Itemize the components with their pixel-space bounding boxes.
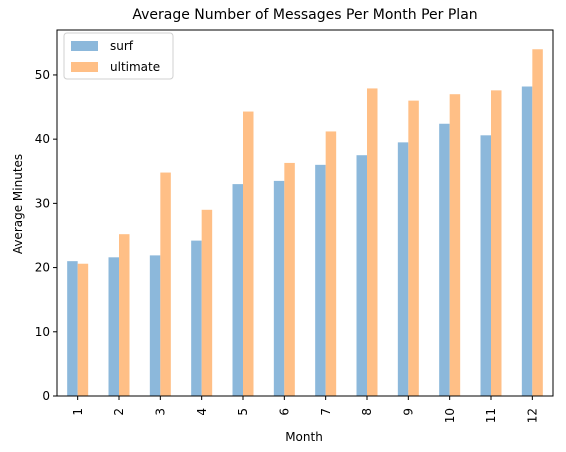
x-tick-label-6: 6: [278, 408, 292, 416]
bar-surf-3: [149, 255, 161, 396]
bar-ultimate-5: [243, 111, 254, 397]
x-tick-label-3: 3: [154, 408, 168, 416]
bar-ultimate-6: [284, 162, 295, 396]
x-tick-label-5: 5: [236, 408, 250, 416]
bar-surf-2: [108, 257, 119, 396]
bar-ultimate-3: [160, 172, 171, 396]
bar-ultimate-4: [201, 209, 213, 396]
x-tick-label-9: 9: [402, 408, 416, 416]
bar-ultimate-12: [532, 49, 543, 396]
bar-ultimate-11: [491, 90, 502, 397]
x-tick-label-1: 1: [71, 408, 85, 416]
bar-surf-5: [232, 184, 243, 396]
x-tick-label-10: 10: [443, 408, 457, 423]
y-axis-label: Average Minutes: [11, 154, 25, 254]
plot-frame: [56, 29, 554, 397]
legend-swatch-surf: [71, 41, 98, 51]
bar-ultimate-2: [119, 234, 130, 396]
y-tick-label-50: 50: [35, 68, 50, 82]
bar-ultimate-1: [77, 263, 89, 396]
chart-title: Average Number of Messages Per Month Per…: [132, 7, 477, 23]
bar-ultimate-8: [367, 88, 378, 397]
bar-surf-12: [521, 86, 533, 396]
bar-surf-9: [397, 142, 409, 396]
bar-surf-10: [439, 123, 450, 396]
y-tick-label-40: 40: [35, 132, 50, 146]
x-tick-label-11: 11: [484, 408, 498, 423]
legend-label-surf: surf: [110, 39, 134, 53]
y-tick-label-10: 10: [35, 325, 50, 339]
bar-surf-8: [356, 155, 367, 396]
x-tick-label-7: 7: [319, 408, 333, 416]
x-tick-label-4: 4: [195, 408, 209, 416]
legend-swatch-ultimate: [71, 62, 98, 72]
bar-ultimate-10: [449, 94, 461, 397]
x-tick-label-8: 8: [360, 408, 374, 416]
bar-ultimate-7: [325, 131, 337, 396]
bar-ultimate-9: [408, 100, 419, 396]
bar-surf-4: [191, 240, 202, 396]
bar-surf-11: [480, 135, 491, 396]
x-tick-label-2: 2: [112, 408, 126, 416]
x-tick-label-12: 12: [526, 408, 540, 423]
y-tick-label-30: 30: [35, 196, 50, 210]
y-tick-label-0: 0: [42, 389, 50, 403]
x-axis-label: Month: [285, 430, 323, 444]
bar-surf-1: [67, 261, 78, 396]
legend-label-ultimate: ultimate: [110, 60, 160, 74]
bar-surf-7: [315, 164, 326, 396]
bar-surf-6: [273, 180, 285, 396]
y-tick-label-20: 20: [35, 261, 50, 275]
